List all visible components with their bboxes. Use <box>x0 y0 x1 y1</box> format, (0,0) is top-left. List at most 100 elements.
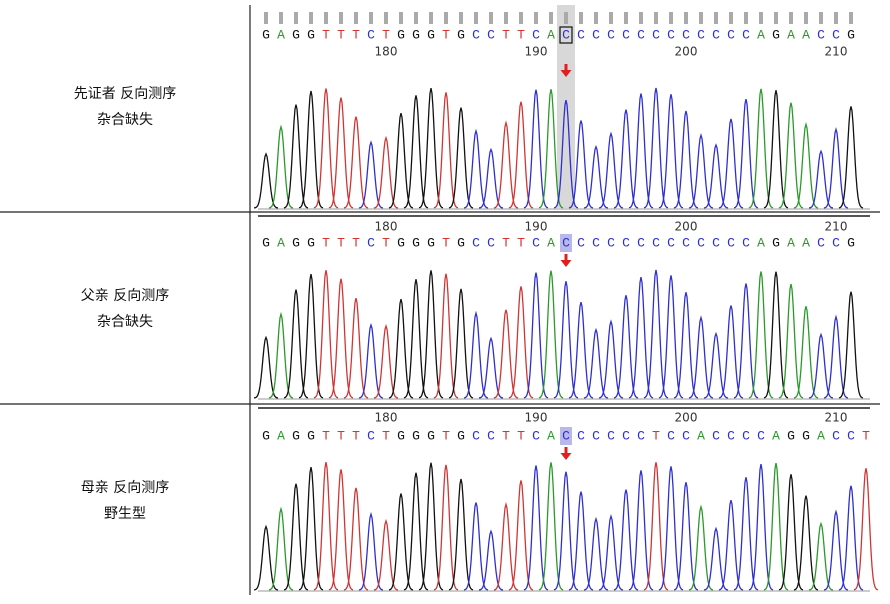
base-highlight <box>560 234 572 252</box>
base-call: C <box>682 235 690 250</box>
peak <box>403 95 429 209</box>
peak <box>373 518 399 591</box>
peak <box>433 273 459 399</box>
peak <box>838 485 864 591</box>
quality-bar <box>489 12 493 24</box>
peak <box>658 94 684 209</box>
base-call: A <box>277 27 285 42</box>
quality-bar <box>564 12 568 24</box>
peak <box>748 463 774 591</box>
peak <box>523 465 549 591</box>
peak <box>433 92 459 209</box>
peak <box>778 474 804 591</box>
quality-bar <box>279 12 283 24</box>
position-label: 210 <box>825 411 848 425</box>
base-call: C <box>712 27 720 42</box>
peak <box>298 466 324 591</box>
base-call: C <box>817 235 825 250</box>
base-call: T <box>442 428 450 443</box>
peak <box>493 501 519 591</box>
quality-bar <box>819 12 823 24</box>
base-box <box>559 26 573 44</box>
position-label: 180 <box>375 220 398 234</box>
base-call: C <box>562 235 570 250</box>
base-call: C <box>472 428 480 443</box>
peak <box>358 511 384 591</box>
peak <box>703 331 729 399</box>
base-call: C <box>742 428 750 443</box>
base-call: C <box>622 235 630 250</box>
base-highlight <box>560 427 572 445</box>
base-call: G <box>457 27 465 42</box>
peak <box>808 149 834 209</box>
base-call: C <box>592 27 600 42</box>
peak <box>328 278 354 399</box>
base-call: G <box>787 428 795 443</box>
peak <box>448 107 474 209</box>
base-call: A <box>787 235 795 250</box>
base-call: T <box>517 27 525 42</box>
base-call: G <box>262 235 270 250</box>
peak <box>283 483 309 591</box>
base-call: T <box>337 428 345 443</box>
peak <box>553 281 579 399</box>
sample-label: 先证者 反向测序 <box>74 86 176 102</box>
peak <box>808 521 834 591</box>
peak <box>373 323 399 399</box>
position-label: 180 <box>375 411 398 425</box>
peak <box>748 271 774 399</box>
base-call: A <box>547 235 555 250</box>
peak <box>763 462 789 591</box>
base-call: C <box>742 235 750 250</box>
peak <box>703 526 729 591</box>
base-call: C <box>592 235 600 250</box>
position-label: 190 <box>525 45 548 59</box>
base-call: C <box>832 235 840 250</box>
peak <box>823 509 849 591</box>
peak <box>433 464 459 591</box>
peak <box>598 131 624 209</box>
base-call: T <box>502 428 510 443</box>
quality-bar <box>669 12 673 24</box>
position-label: 190 <box>525 220 548 234</box>
base-call: A <box>817 428 825 443</box>
base-call: T <box>502 27 510 42</box>
base-call: G <box>847 27 855 42</box>
base-call: T <box>352 27 360 42</box>
base-call: C <box>727 235 735 250</box>
peak <box>508 480 534 591</box>
base-call: G <box>412 27 420 42</box>
base-call: T <box>322 27 330 42</box>
quality-bar <box>774 12 778 24</box>
peak <box>478 529 504 591</box>
base-call: G <box>772 235 780 250</box>
base-call: T <box>337 235 345 250</box>
position-label: 200 <box>675 411 698 425</box>
base-call: C <box>637 27 645 42</box>
peak <box>418 270 444 399</box>
base-call: G <box>847 235 855 250</box>
position-label: 200 <box>675 220 698 234</box>
base-call: T <box>352 428 360 443</box>
base-call: G <box>307 428 315 443</box>
quality-bar <box>729 12 733 24</box>
base-call: G <box>307 235 315 250</box>
base-call: C <box>577 428 585 443</box>
quality-bar <box>339 12 343 24</box>
base-call: C <box>682 428 690 443</box>
base-call: C <box>667 27 675 42</box>
peak <box>643 87 669 209</box>
base-call: C <box>487 428 495 443</box>
base-call: T <box>382 428 390 443</box>
quality-bar <box>354 12 358 24</box>
chromatogram <box>253 269 864 399</box>
peak <box>313 88 339 209</box>
quality-bar <box>609 12 613 24</box>
base-call: T <box>517 235 525 250</box>
base-call: C <box>562 27 570 42</box>
peak <box>718 118 744 209</box>
quality-bar <box>309 12 313 24</box>
peak <box>388 112 414 209</box>
quality-bar <box>834 12 838 24</box>
